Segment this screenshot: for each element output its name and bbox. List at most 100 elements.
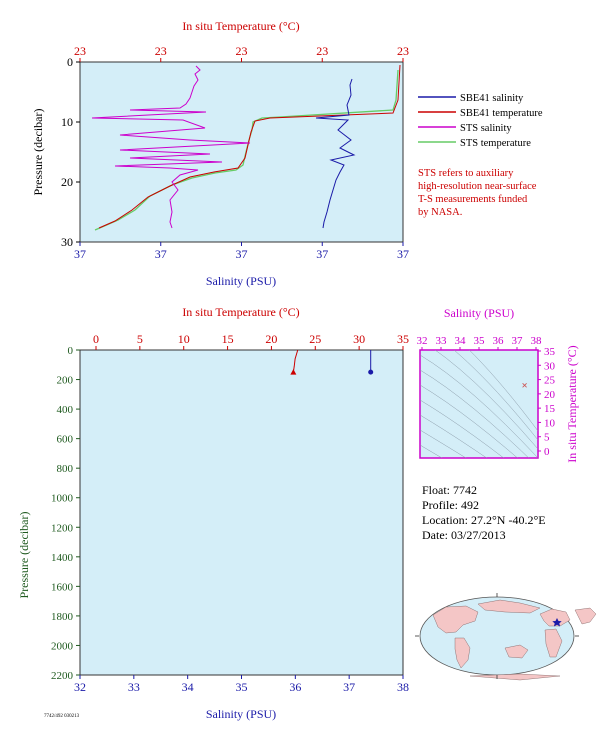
top-temp-tick-label: 23 (316, 44, 328, 58)
ts-temp-tick-label: 10 (544, 417, 556, 429)
bottom-pressure-tick-label: 2000 (51, 640, 74, 652)
ts-salinity-tick-label: 32 (417, 335, 428, 347)
bottom-salinity-tick-label: 36 (289, 680, 301, 694)
ts-density-contour (434, 350, 538, 450)
bottom-temp-tick-label: 20 (265, 332, 277, 346)
legend: SBE41 salinity SBE41 temperature STS sal… (418, 93, 543, 218)
ts-salinity-tick-label: 34 (455, 335, 467, 347)
bottom-pressure-tick-label: 1200 (51, 522, 74, 534)
top-temp-tick-label: 23 (74, 44, 86, 58)
bottom-temp-ticks: 0 5 10 15 20 25 30 35 (93, 332, 409, 350)
top-pressure-tick-label: 20 (61, 175, 73, 189)
bottom-pressure-tick-label: 200 (57, 375, 74, 387)
top-temp-axis-title: In situ Temperature (°C) (182, 19, 299, 33)
bottom-salinity-tick-label: 33 (128, 680, 140, 694)
bottom-pressure-tick-label: 800 (57, 463, 74, 475)
sts-note-line-1: STS refers to auxiliary (418, 168, 514, 179)
sts-note-line-2: high-resolution near-surface (418, 181, 537, 192)
top-salinity-tick-label: 37 (316, 247, 328, 261)
bottom-pressure-ticks: 0 200 400 600 800 1000 1200 1400 1600 1800 2000 220… (51, 345, 80, 682)
bottom-pressure-tick-label: 1800 (51, 611, 74, 623)
ts-density-contour (420, 384, 518, 458)
bottom-pressure-axis-title: Pressure (decibar) (17, 512, 31, 599)
float-id: Float: 7742 (422, 483, 477, 497)
map-continents (432, 599, 597, 681)
bottom-temp-tick-label: 30 (353, 332, 365, 346)
top-salinity-tick-label: 37 (236, 247, 248, 261)
ts-temp-tick-label: 30 (544, 360, 556, 372)
top-temp-tick-label: 23 (397, 44, 409, 58)
bottom-salinity-tick-label: 34 (182, 680, 194, 694)
top-temp-tick-label: 23 (155, 44, 167, 58)
bottom-temp-tick-label: 0 (93, 332, 99, 346)
top-temp-tick-label: 23 (236, 44, 248, 58)
bottom-salinity-tick-label: 32 (74, 680, 86, 694)
bottom-pressure-tick-label: 0 (68, 345, 74, 357)
ts-density-contour (468, 350, 538, 432)
ts-plot-area (419, 349, 539, 459)
location: Location: 27.2°N -40.2°E (422, 513, 546, 527)
bottom-salinity-tick-label: 37 (343, 680, 355, 694)
legend-label-sts-salinity: STS salinity (460, 123, 512, 134)
date: Date: 03/27/2013 (422, 528, 506, 542)
ts-temp-tick-label: 5 (544, 432, 550, 444)
bottom-pressure-tick-label: 2200 (51, 670, 74, 682)
ts-density-contour (453, 350, 538, 441)
bottom-temp-axis-title: In situ Temperature (°C) (182, 305, 299, 319)
bottom-temp-tick-label: 25 (309, 332, 321, 346)
top-salinity-ticks: 37 37 37 37 37 (74, 242, 409, 261)
float-position-star-icon (552, 618, 562, 627)
top-pressure-tick-label: 30 (61, 235, 73, 249)
footer-code: 7742/492 030213 (44, 714, 80, 719)
top-salinity-axis-title: Salinity (PSU) (206, 274, 276, 288)
bottom-temp-tick-label: 35 (397, 332, 409, 346)
top-chart: In situ Temperature (°C) 23 23 23 23 23 0 10 2… (31, 19, 543, 288)
ts-salinity-tick-label: 36 (493, 335, 505, 347)
top-salinity-tick-label: 37 (74, 247, 86, 261)
ts-density-contour (420, 414, 488, 458)
top-plot-area (79, 61, 404, 243)
ts-density-contour (420, 429, 467, 458)
profile-number: Profile: 492 (422, 498, 479, 512)
bottom-chart: In situ Temperature (°C) 0 5 10 15 20 25 30 35 … (17, 305, 409, 721)
top-pressure-ticks: 0 10 20 30 (61, 55, 80, 249)
top-temp-ticks: 23 23 23 23 23 (74, 44, 409, 62)
top-salinity-tick-label: 37 (155, 247, 167, 261)
ts-data-point (522, 383, 527, 388)
ts-density-contours (420, 350, 538, 458)
map-frame-ticks (415, 593, 579, 679)
bottom-temp-tick-label: 10 (178, 332, 190, 346)
bottom-pressure-tick-label: 400 (57, 404, 74, 416)
sts-note-line-4: by NASA. (418, 207, 462, 218)
bottom-salinity-axis-title: Salinity (PSU) (206, 707, 276, 721)
ts-temp-tick-label: 20 (544, 389, 556, 401)
legend-label-sts-temperature: STS temperature (460, 138, 531, 149)
ts-salinity-axis-title: Salinity (PSU) (444, 306, 514, 320)
ts-diagram: Salinity (PSU) 32 33 34 35 36 37 38 35 30 25 20 15… (417, 306, 580, 463)
ts-salinity-tick-label: 33 (436, 335, 448, 347)
bottom-salinity-ticks: 32 33 34 35 36 37 38 (74, 675, 409, 694)
ts-temp-tick-label: 35 (544, 346, 556, 358)
ts-temp-ticks: 35 30 25 20 15 10 5 0 (538, 346, 556, 458)
ts-density-contour (420, 399, 505, 458)
legend-label-sbe41-temperature: SBE41 temperature (460, 108, 543, 119)
bottom-temp-tick-label: 5 (137, 332, 143, 346)
ts-temp-tick-label: 0 (544, 446, 550, 458)
top-pressure-tick-label: 0 (67, 55, 73, 69)
bottom-pressure-tick-label: 1000 (51, 493, 74, 505)
bottom-temperature-end-marker (290, 369, 297, 375)
bottom-temp-tick-label: 15 (222, 332, 234, 346)
ts-density-contour (420, 369, 530, 458)
bottom-pressure-tick-label: 600 (57, 434, 74, 446)
bottom-salinity-tick-label: 38 (397, 680, 409, 694)
bottom-salinity-tick-label: 35 (236, 680, 248, 694)
bottom-temperature-line (292, 349, 299, 373)
world-map (415, 593, 597, 681)
sts-salinity-line (91, 65, 251, 229)
bottom-pressure-tick-label: 1600 (51, 581, 74, 593)
bottom-plot-area (79, 349, 404, 676)
bottom-salinity-end-marker (368, 369, 374, 375)
ts-temp-tick-label: 15 (544, 403, 556, 415)
ts-salinity-tick-label: 38 (531, 335, 543, 347)
